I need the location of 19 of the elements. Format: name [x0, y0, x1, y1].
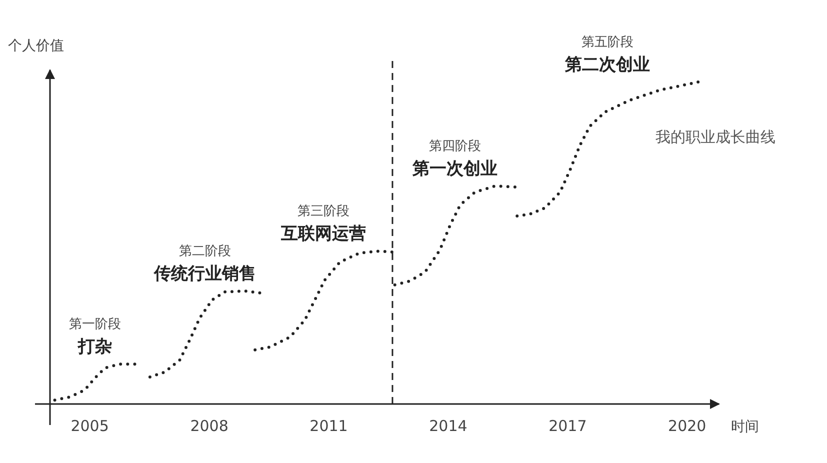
x-axis-title: 时间	[731, 419, 759, 435]
annotation: 第一阶段	[68, 317, 121, 332]
annotation: 第三阶段	[298, 204, 350, 220]
x-tick-label: 2011	[310, 417, 348, 435]
y-axis-title: 个人价值	[8, 38, 64, 54]
text: 第五阶段	[582, 35, 634, 50]
x-tick-label: 2005	[70, 417, 109, 435]
annotation: 我的职业成长曲线	[655, 128, 776, 146]
annotation: 第四阶段	[428, 139, 481, 154]
annotation: 传统行业销售	[152, 264, 256, 284]
x-tick-label: 2014	[429, 417, 468, 435]
x-tick-label: 2020	[668, 417, 706, 435]
text: 第二次创业	[564, 55, 650, 75]
annotation: 第一次创业	[411, 159, 498, 180]
x-tick-label: 2008	[190, 417, 228, 435]
annotation: 互联网运营	[280, 224, 366, 244]
x-tick-label: 2017	[548, 417, 587, 435]
annotation: 第二阶段	[178, 244, 231, 259]
annotation: 打杂	[76, 337, 112, 358]
